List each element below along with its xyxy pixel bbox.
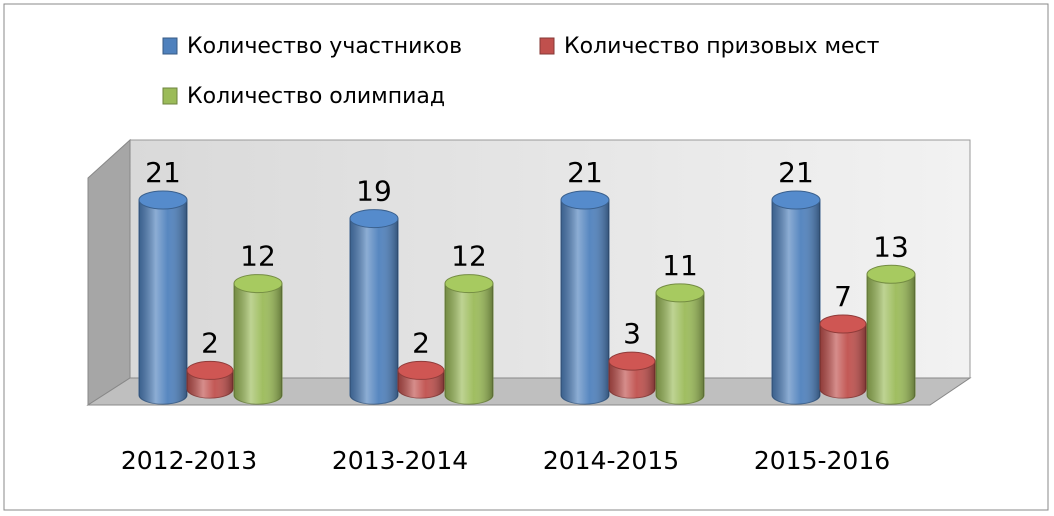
legend-marker: [539, 37, 555, 55]
bar-shade: [820, 324, 866, 398]
bar-top: [444, 274, 494, 294]
bar-shade: [139, 200, 187, 404]
bar-top: [655, 283, 705, 303]
bar-top: [771, 190, 821, 210]
value-label: 21: [145, 156, 181, 189]
legend-text: Количество призовых мест: [564, 34, 880, 59]
bar-shade: [656, 292, 704, 404]
value-label: 12: [240, 240, 276, 273]
bar-shade: [609, 361, 655, 398]
bar-top: [138, 190, 188, 210]
x-tick-label: 2013-2014: [332, 446, 468, 475]
bar-top: [186, 360, 234, 380]
legend-marker: [162, 37, 178, 55]
value-label: 13: [873, 230, 909, 263]
bar-top: [608, 351, 656, 371]
bar-top: [560, 190, 610, 210]
floor: [86, 377, 972, 406]
legend-marker: [162, 87, 178, 105]
legend-text: Количество олимпиад: [187, 84, 445, 109]
x-tick-label: 2012-2013: [121, 446, 257, 475]
legend-text: Количество участников: [187, 34, 462, 59]
value-label: 2: [412, 326, 430, 359]
value-label: 19: [356, 175, 392, 208]
bar-shade: [561, 200, 609, 404]
value-label: 21: [778, 156, 814, 189]
value-label: 3: [623, 317, 641, 350]
bar-shade: [867, 274, 915, 404]
bar-top: [233, 274, 283, 294]
value-label: 7: [834, 280, 852, 313]
x-tick-label: 2014-2015: [543, 446, 679, 475]
value-label: 12: [451, 240, 487, 273]
bar-shade: [772, 200, 820, 404]
value-label: 21: [567, 156, 603, 189]
bar-shade: [350, 218, 398, 404]
bar-top: [349, 209, 399, 229]
bar-top: [866, 264, 916, 284]
value-label: 2: [201, 326, 219, 359]
side-wall: [87, 138, 131, 406]
bar-shade: [234, 283, 282, 404]
value-label: 11: [662, 249, 698, 282]
bar-top: [397, 360, 445, 380]
x-tick-label: 2015-2016: [754, 446, 890, 475]
bar-shade: [445, 283, 493, 404]
bar-top: [819, 314, 867, 334]
